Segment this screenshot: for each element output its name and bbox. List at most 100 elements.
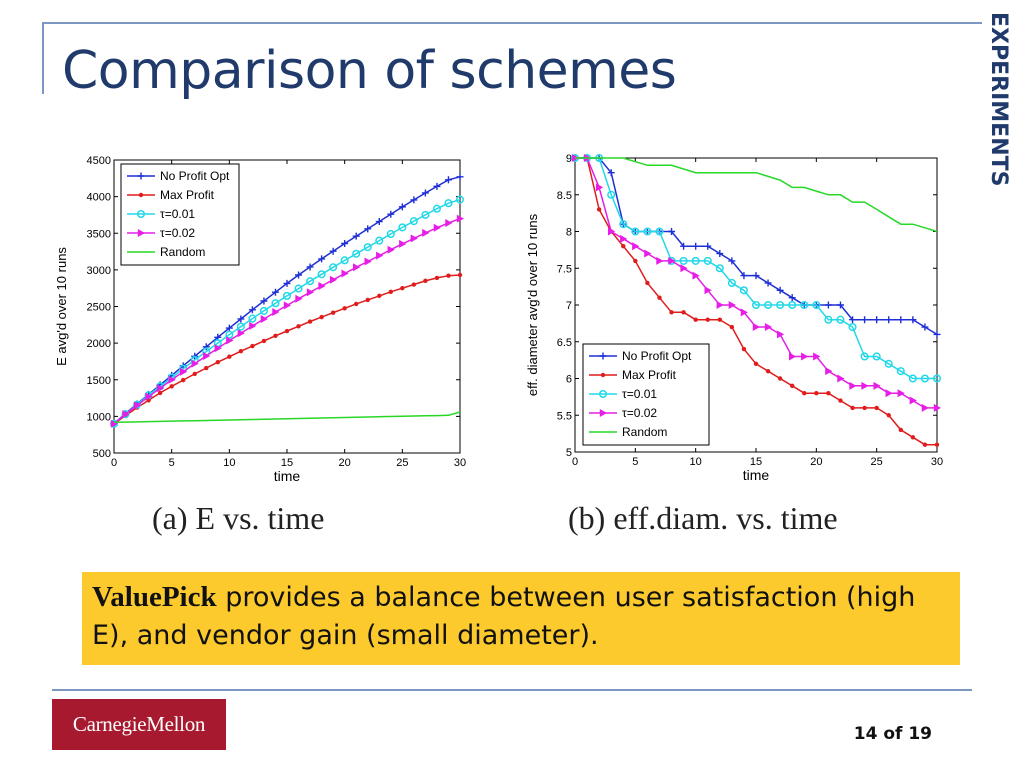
x-axis-label: time bbox=[274, 468, 301, 484]
data-point bbox=[156, 384, 165, 393]
data-point bbox=[375, 236, 384, 245]
data-point bbox=[250, 343, 255, 349]
data-point bbox=[433, 223, 441, 232]
data-point bbox=[352, 249, 361, 258]
data-point bbox=[872, 352, 881, 361]
data-point bbox=[376, 251, 384, 260]
data-point bbox=[824, 315, 833, 324]
data-point bbox=[364, 225, 372, 233]
data-point bbox=[897, 389, 905, 398]
data-point bbox=[608, 227, 616, 236]
data-point bbox=[238, 348, 244, 354]
data-point bbox=[226, 336, 234, 345]
data-point bbox=[764, 300, 773, 310]
data-point bbox=[409, 217, 418, 226]
data-point bbox=[751, 300, 761, 310]
caption-b: (b) eff.diam. vs. time bbox=[568, 500, 838, 536]
data-point bbox=[849, 316, 857, 324]
data-point bbox=[433, 182, 441, 190]
x-axis-label: time bbox=[743, 467, 770, 483]
legend-marker bbox=[599, 352, 607, 360]
legend-marker bbox=[136, 209, 146, 219]
data-point bbox=[704, 286, 712, 295]
data-point bbox=[133, 400, 142, 409]
data-point bbox=[260, 297, 268, 305]
data-point bbox=[249, 321, 257, 330]
data-point bbox=[668, 256, 676, 265]
data-point bbox=[849, 381, 857, 390]
series-4 bbox=[113, 411, 461, 423]
data-point bbox=[434, 275, 440, 281]
legend-label: No Profit Opt bbox=[160, 169, 230, 183]
data-point bbox=[180, 367, 188, 376]
data-point bbox=[400, 285, 405, 291]
data-point bbox=[717, 317, 722, 322]
legend-label: τ=0.01 bbox=[160, 207, 195, 221]
caption-a: (a) E vs. time bbox=[152, 500, 325, 536]
y-tick-label: 500 bbox=[93, 448, 111, 460]
y-tick-label: 3500 bbox=[87, 228, 111, 240]
data-point bbox=[340, 256, 349, 265]
legend-marker bbox=[599, 409, 607, 417]
data-point bbox=[668, 228, 676, 235]
data-point bbox=[341, 269, 349, 278]
x-tick-label: 15 bbox=[281, 457, 293, 469]
data-point bbox=[752, 272, 760, 280]
data-point bbox=[260, 314, 268, 323]
data-point bbox=[837, 374, 845, 383]
legend-label: Max Profit bbox=[622, 368, 677, 382]
cmu-logo: CarnegieMellon bbox=[52, 699, 226, 750]
x-tick-label: 25 bbox=[396, 457, 408, 469]
legend-marker bbox=[137, 172, 145, 180]
y-tick-label: 8.5 bbox=[557, 190, 572, 202]
data-point bbox=[214, 344, 222, 353]
callout-emphasis: ValuePick bbox=[92, 581, 217, 613]
data-point bbox=[716, 301, 724, 309]
data-point bbox=[802, 391, 807, 396]
legend-label: τ=0.02 bbox=[622, 406, 657, 420]
data-point bbox=[874, 405, 879, 411]
data-point bbox=[897, 316, 905, 324]
data-point bbox=[850, 405, 855, 411]
data-point bbox=[432, 204, 441, 213]
data-point bbox=[873, 381, 881, 390]
x-tick-label: 5 bbox=[169, 457, 175, 469]
data-point bbox=[739, 286, 748, 295]
data-point bbox=[353, 263, 361, 272]
footer-rule bbox=[52, 689, 972, 691]
data-point bbox=[457, 272, 463, 278]
data-point bbox=[643, 227, 652, 236]
data-point bbox=[456, 214, 464, 223]
series-1 bbox=[572, 155, 940, 447]
data-point bbox=[387, 210, 395, 218]
y-tick-label: 5.5 bbox=[557, 410, 572, 422]
data-point bbox=[227, 354, 232, 359]
data-point bbox=[410, 196, 418, 204]
y-tick-label: 2000 bbox=[87, 338, 111, 350]
data-point bbox=[122, 410, 130, 419]
data-point bbox=[679, 256, 688, 265]
data-point bbox=[342, 306, 347, 311]
data-point bbox=[191, 359, 199, 368]
data-point bbox=[364, 257, 372, 266]
data-point bbox=[620, 234, 628, 243]
data-point bbox=[145, 392, 153, 401]
callout-text: provides a balance between user satisfac… bbox=[92, 582, 916, 651]
data-point bbox=[909, 396, 917, 405]
data-point bbox=[375, 218, 383, 226]
data-point bbox=[848, 323, 857, 332]
x-tick-label: 0 bbox=[111, 457, 117, 469]
data-point bbox=[596, 207, 602, 212]
data-point bbox=[716, 250, 724, 258]
slide-title: Comparison of schemes bbox=[62, 41, 677, 101]
data-point bbox=[825, 367, 833, 376]
data-point bbox=[248, 314, 257, 323]
data-point bbox=[644, 249, 652, 258]
data-point bbox=[801, 352, 809, 361]
legend: No Profit Opt Max Profit τ=0.01 τ=0.02 Rando… bbox=[582, 343, 710, 446]
data-point bbox=[920, 374, 929, 383]
x-tick-label: 15 bbox=[750, 456, 762, 468]
data-point bbox=[410, 234, 418, 243]
data-point bbox=[272, 307, 280, 316]
